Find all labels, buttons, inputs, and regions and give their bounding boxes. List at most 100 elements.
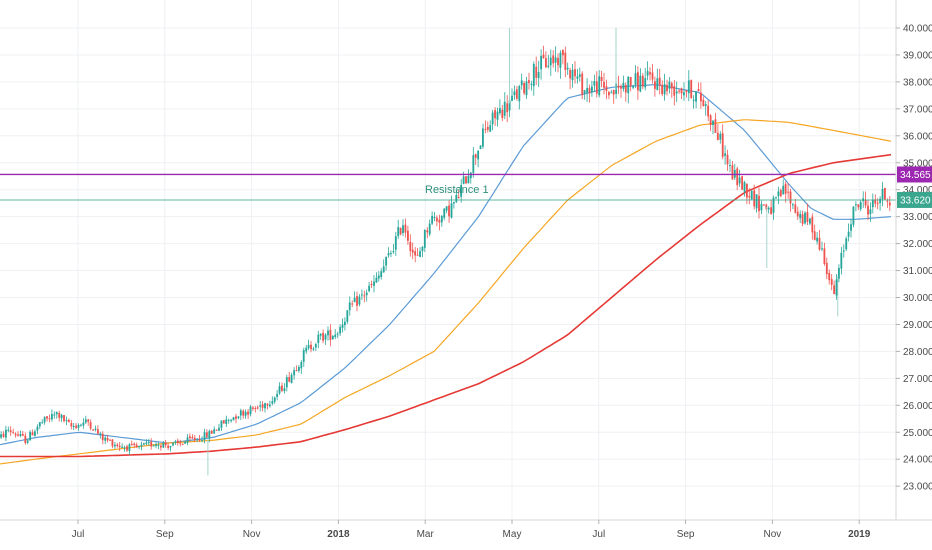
y-tick-label: 25.000 — [903, 428, 932, 439]
candle-body — [528, 80, 530, 83]
candle-body — [671, 83, 673, 88]
candle-body — [298, 367, 300, 371]
candle-body — [373, 282, 375, 286]
candle-body — [879, 199, 881, 203]
candle-body — [257, 407, 259, 408]
candle-body — [129, 444, 131, 451]
candle-body — [688, 80, 690, 93]
candle-body — [211, 431, 213, 434]
candle-body — [395, 236, 397, 249]
x-tick-label: Nov — [243, 529, 261, 540]
candle-body — [441, 216, 443, 223]
candle-body — [402, 225, 404, 233]
candle-body — [359, 297, 361, 305]
candle-body — [153, 446, 155, 447]
candle-body — [443, 209, 445, 218]
candle-body — [434, 217, 436, 218]
candle-body — [778, 192, 780, 197]
candle-body — [208, 431, 210, 438]
candle-body — [833, 285, 835, 294]
candle-body — [279, 386, 281, 393]
candle-body — [690, 80, 692, 98]
candle-body — [5, 430, 7, 438]
candle-body — [116, 445, 118, 446]
candle-body — [179, 443, 181, 444]
candle-body — [351, 304, 353, 305]
x-tick-label: Jul — [592, 529, 605, 540]
candle-body — [293, 370, 295, 375]
candle-body — [361, 294, 363, 295]
candle-body — [230, 420, 232, 421]
candle-body — [22, 434, 24, 436]
candle-body — [809, 219, 811, 224]
y-tick-label: 30.000 — [903, 293, 932, 304]
candle-body — [489, 125, 491, 131]
candle-body — [39, 422, 41, 426]
candle-body — [884, 188, 886, 200]
candle-body — [407, 231, 409, 241]
candle-body — [223, 420, 225, 423]
candle-body — [112, 440, 114, 447]
candle-body — [642, 76, 644, 87]
candle-body — [707, 106, 709, 117]
candle-body — [184, 442, 186, 444]
candle-body — [247, 412, 249, 415]
candle-body — [422, 247, 424, 251]
candle-body — [763, 204, 765, 205]
candle-body — [758, 196, 760, 211]
candle-body — [593, 81, 595, 86]
candle-body — [254, 408, 256, 409]
candle-body — [608, 92, 610, 95]
candle-body — [664, 84, 666, 94]
candle-body — [623, 83, 625, 89]
candle-body — [838, 268, 840, 279]
candle-body — [666, 85, 668, 91]
candle-body — [702, 100, 704, 106]
candle-body — [97, 429, 99, 433]
candle-body — [177, 441, 179, 443]
candle-body — [727, 155, 729, 165]
candle-body — [482, 129, 484, 147]
candle-body — [712, 121, 714, 125]
candle-body — [492, 113, 494, 125]
candle-body — [446, 206, 448, 210]
candle-body — [625, 85, 627, 93]
candle-body — [419, 251, 421, 257]
candle-body — [681, 88, 683, 93]
candle-body — [453, 202, 455, 204]
candle-body — [366, 293, 368, 296]
candle-body — [802, 214, 804, 224]
candle-body — [448, 206, 450, 217]
candle-body — [717, 133, 719, 140]
candle-body — [194, 438, 196, 440]
y-tick-label: 36.000 — [903, 131, 932, 142]
candle-body — [27, 440, 29, 442]
candle-body — [313, 349, 315, 350]
candle-body — [804, 213, 806, 224]
candle-body — [296, 370, 298, 371]
candle-body — [87, 420, 89, 422]
candle-body — [75, 426, 77, 429]
candle-body — [0, 434, 2, 437]
candle-body — [349, 302, 351, 310]
candle-body — [201, 440, 203, 441]
candle-body — [480, 146, 482, 149]
candle-body — [70, 423, 72, 427]
candle-body — [233, 417, 235, 420]
resistance-label: Resistance 1 — [425, 184, 489, 196]
candle-body — [572, 70, 574, 80]
candle-body — [46, 416, 48, 418]
candle-body — [126, 446, 128, 450]
candle-body — [775, 197, 777, 198]
candle-body — [630, 77, 632, 86]
candle-body — [300, 362, 302, 368]
candle-body — [756, 194, 758, 208]
candle-body — [414, 251, 416, 255]
x-tick-label: Jul — [72, 529, 85, 540]
candle-body — [521, 80, 523, 85]
y-tick-label: 29.000 — [903, 320, 932, 331]
candle-body — [463, 176, 465, 184]
candle-body — [216, 430, 218, 431]
candle-body — [620, 86, 622, 88]
